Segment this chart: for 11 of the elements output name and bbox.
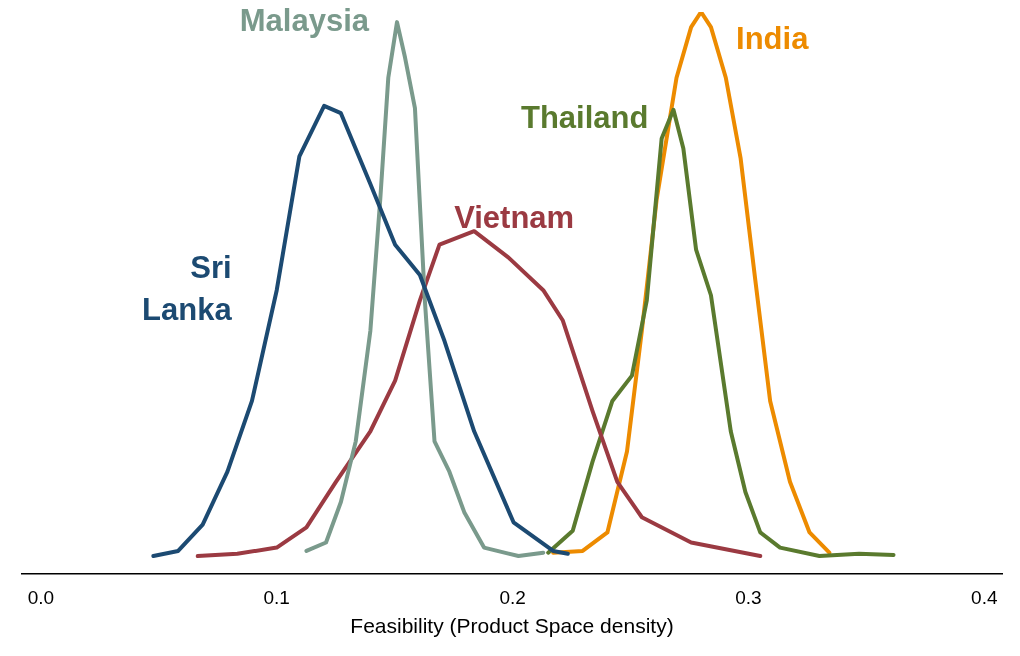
series-label: Vietnam	[454, 199, 575, 235]
x-tick-label: 0.1	[263, 586, 290, 608]
x-tick-label: 0.2	[499, 586, 526, 608]
series-label: Sri Lanka	[142, 249, 233, 327]
series-label: Thailand	[520, 100, 649, 136]
series-label: Malaysia	[239, 2, 370, 38]
x-tick-label: 0.0	[27, 586, 55, 608]
x-tick-label: 0.4	[971, 586, 998, 608]
x-axis-title: Feasibility (Product Space density)	[350, 614, 674, 638]
x-tick-label: 0.3	[735, 586, 762, 608]
series-label: India	[736, 20, 810, 56]
